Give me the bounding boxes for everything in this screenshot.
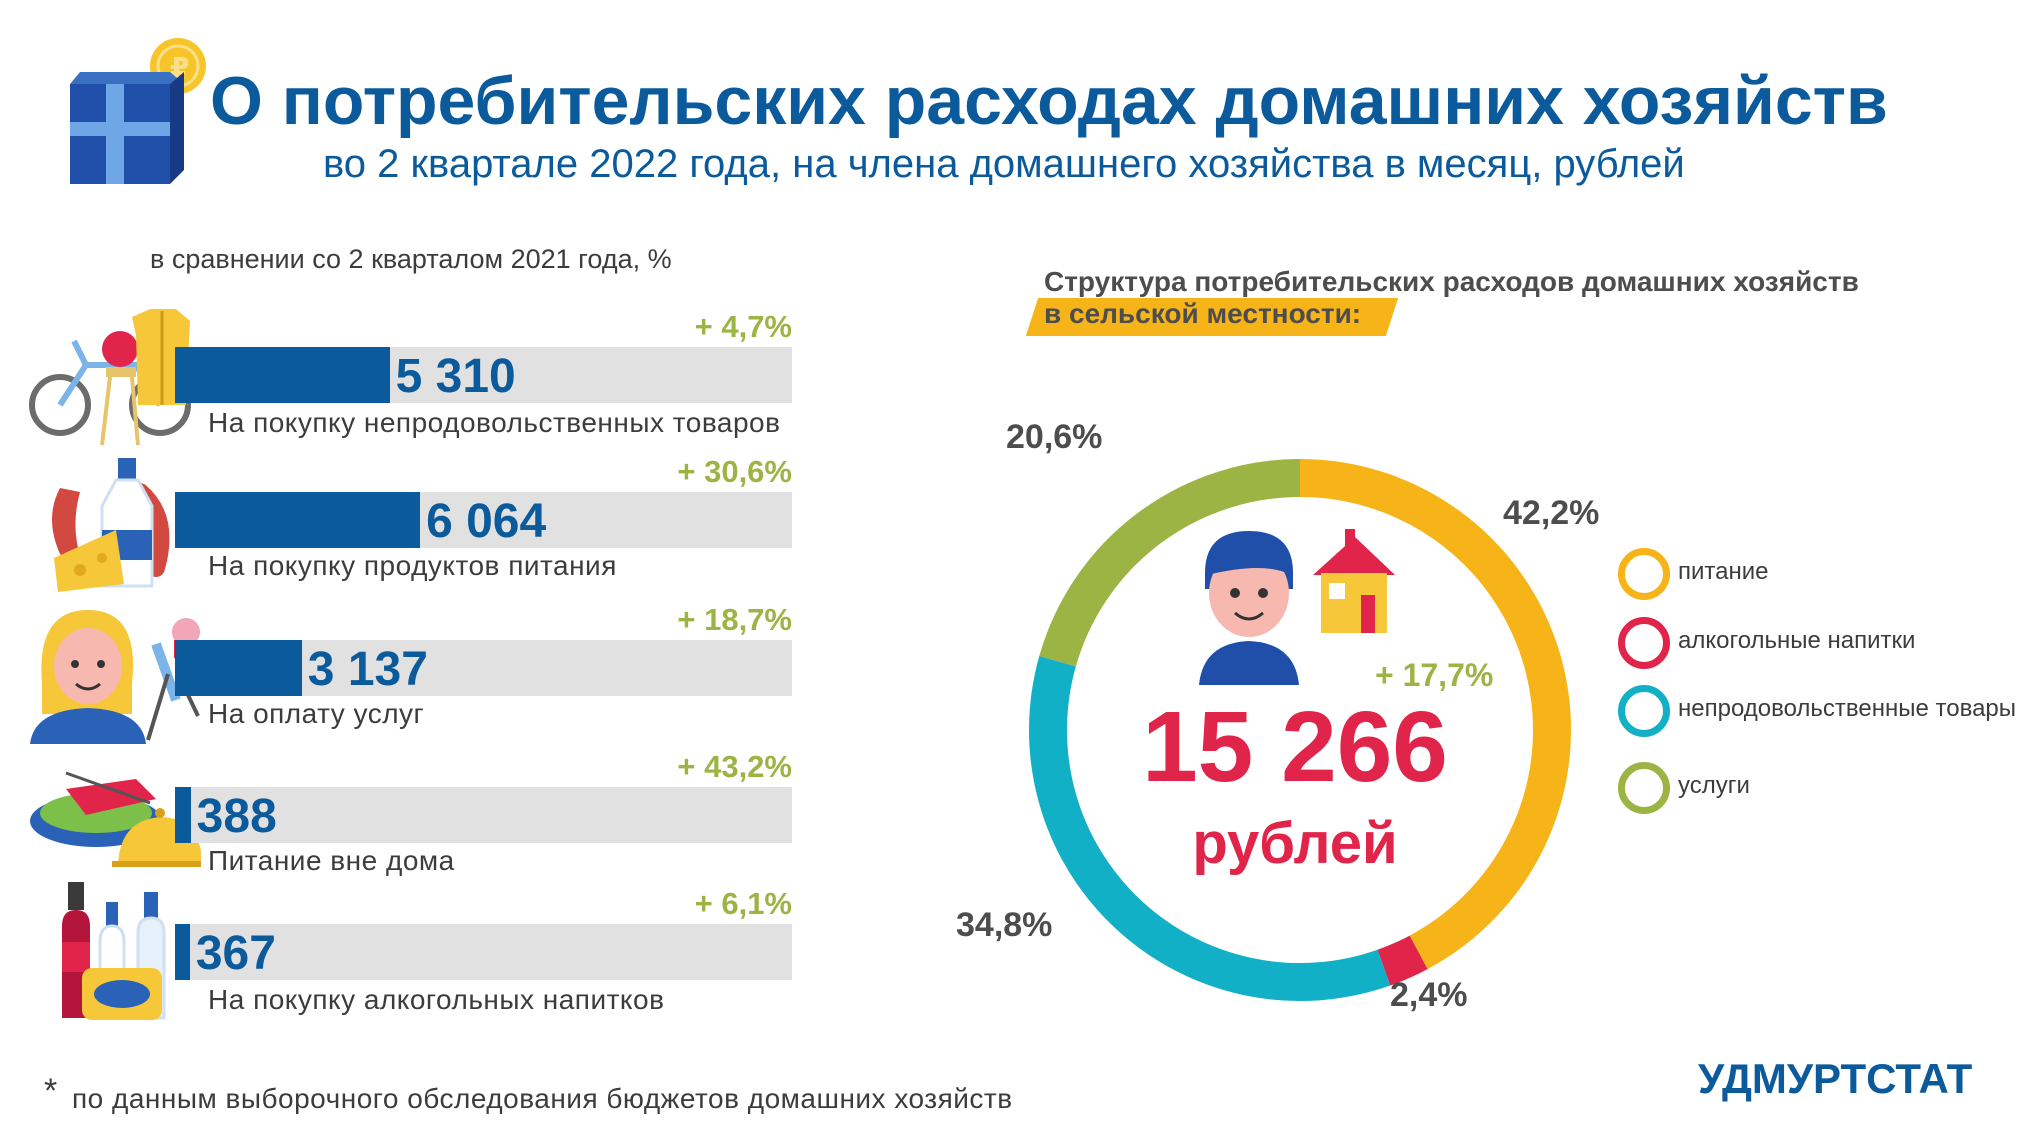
sausage-milk-cheese-icon bbox=[40, 458, 180, 598]
structure-title: Структура потребительских расходов домаш… bbox=[1044, 266, 1859, 297]
bar-change: + 6,1% bbox=[694, 886, 792, 921]
bar-background bbox=[175, 787, 792, 843]
bar-value: 367 bbox=[195, 927, 276, 980]
donut-slice-food bbox=[1299, 459, 1571, 970]
bar-label: На покупку алкогольных напитков bbox=[208, 984, 665, 1015]
page-subtitle: во 2 квартале 2022 года, на члена домашн… bbox=[323, 142, 1685, 186]
legend-label: питание bbox=[1678, 558, 1769, 585]
donut-label-alcohol: 2,4% bbox=[1390, 976, 1468, 1014]
bar-row-food: 6 064 + 30,6% На покупку продуктов питан… bbox=[0, 450, 800, 592]
legend-label: услуги bbox=[1678, 772, 1750, 799]
bar-change: + 30,6% bbox=[677, 454, 792, 489]
restaurant-dish-icon bbox=[26, 759, 204, 874]
donut-slice-nonfood bbox=[1029, 656, 1391, 1001]
legend-item-services: услуги bbox=[1618, 762, 2018, 814]
bar-row-eating-out: 388 + 43,2% Питание вне дома bbox=[0, 745, 800, 885]
bar bbox=[175, 924, 190, 980]
legend-label: непродовольственные товары bbox=[1678, 695, 2017, 722]
bottles-icon bbox=[58, 882, 178, 1027]
bar-change: + 43,2% bbox=[677, 749, 792, 784]
bar-background bbox=[175, 924, 792, 980]
bar bbox=[175, 787, 191, 843]
brand-logo-text: УДМУРТСТАТ bbox=[1698, 1055, 1973, 1102]
legend-item-nonfood: непродовольственные товары bbox=[1618, 685, 2018, 737]
bar-label: На покупку продуктов питания bbox=[208, 550, 617, 581]
donut-slice-services bbox=[1039, 459, 1301, 667]
total-change: + 17,7% bbox=[1375, 657, 1494, 693]
legend-ring-icon bbox=[1618, 762, 1670, 814]
bar-change: + 18,7% bbox=[677, 602, 792, 637]
structure-donut-chart bbox=[1029, 459, 1571, 1001]
bar bbox=[175, 347, 390, 403]
legend-ring-icon bbox=[1618, 548, 1670, 600]
bar bbox=[175, 640, 302, 696]
bar-row-services: 3 137 + 18,7% На оплату услуг bbox=[0, 598, 800, 744]
bar-row-nonfood: 5 310 + 4,7% На покупку непродовольствен… bbox=[0, 305, 800, 446]
footnote: по данным выборочного обследования бюдже… bbox=[72, 1083, 1013, 1114]
bar-row-alcohol: 367 + 6,1% На покупку алкогольных напитк… bbox=[0, 882, 800, 1022]
donut-label-nonfood: 34,8% bbox=[956, 906, 1053, 944]
donut-label-services: 20,6% bbox=[1006, 418, 1103, 456]
clothing-bicycle-chair-icon bbox=[26, 305, 196, 455]
bar-value: 6 064 bbox=[426, 495, 547, 548]
page-title: О потребительских расходах домашних хозя… bbox=[210, 63, 1888, 139]
bar-label: На оплату услуг bbox=[208, 698, 425, 729]
person-house-icon bbox=[1195, 525, 1395, 685]
bar-value: 3 137 bbox=[307, 643, 428, 696]
bar-change: + 4,7% bbox=[694, 309, 792, 344]
bar-value: 388 bbox=[196, 790, 277, 843]
bar-label: Питание вне дома bbox=[208, 845, 455, 876]
structure-subtitle: в сельской местности: bbox=[1044, 298, 1362, 329]
comparison-note: в сравнении со 2 кварталом 2021 года, % bbox=[150, 244, 672, 274]
bar-label: На покупку непродовольственных товаров bbox=[208, 407, 781, 438]
svg-text:₽: ₽ bbox=[170, 51, 189, 84]
gift-box-coin-icon: ₽ bbox=[66, 36, 216, 186]
legend-label: алкогольные напитки bbox=[1678, 627, 1916, 654]
total-unit: рублей bbox=[1192, 811, 1398, 876]
legend-ring-icon bbox=[1618, 685, 1670, 737]
donut-slice-alcohol bbox=[1377, 935, 1428, 986]
donut-label-food: 42,2% bbox=[1503, 494, 1600, 532]
footnote-marker: * bbox=[44, 1072, 58, 1110]
bar bbox=[175, 492, 421, 548]
total-value: 15 266 bbox=[1142, 691, 1448, 803]
legend-item-alcohol: алкогольные напитки bbox=[1618, 617, 2018, 669]
bar-value: 5 310 bbox=[395, 350, 516, 403]
legend-ring-icon bbox=[1618, 617, 1670, 669]
legend-item-food: питание bbox=[1618, 548, 2018, 600]
